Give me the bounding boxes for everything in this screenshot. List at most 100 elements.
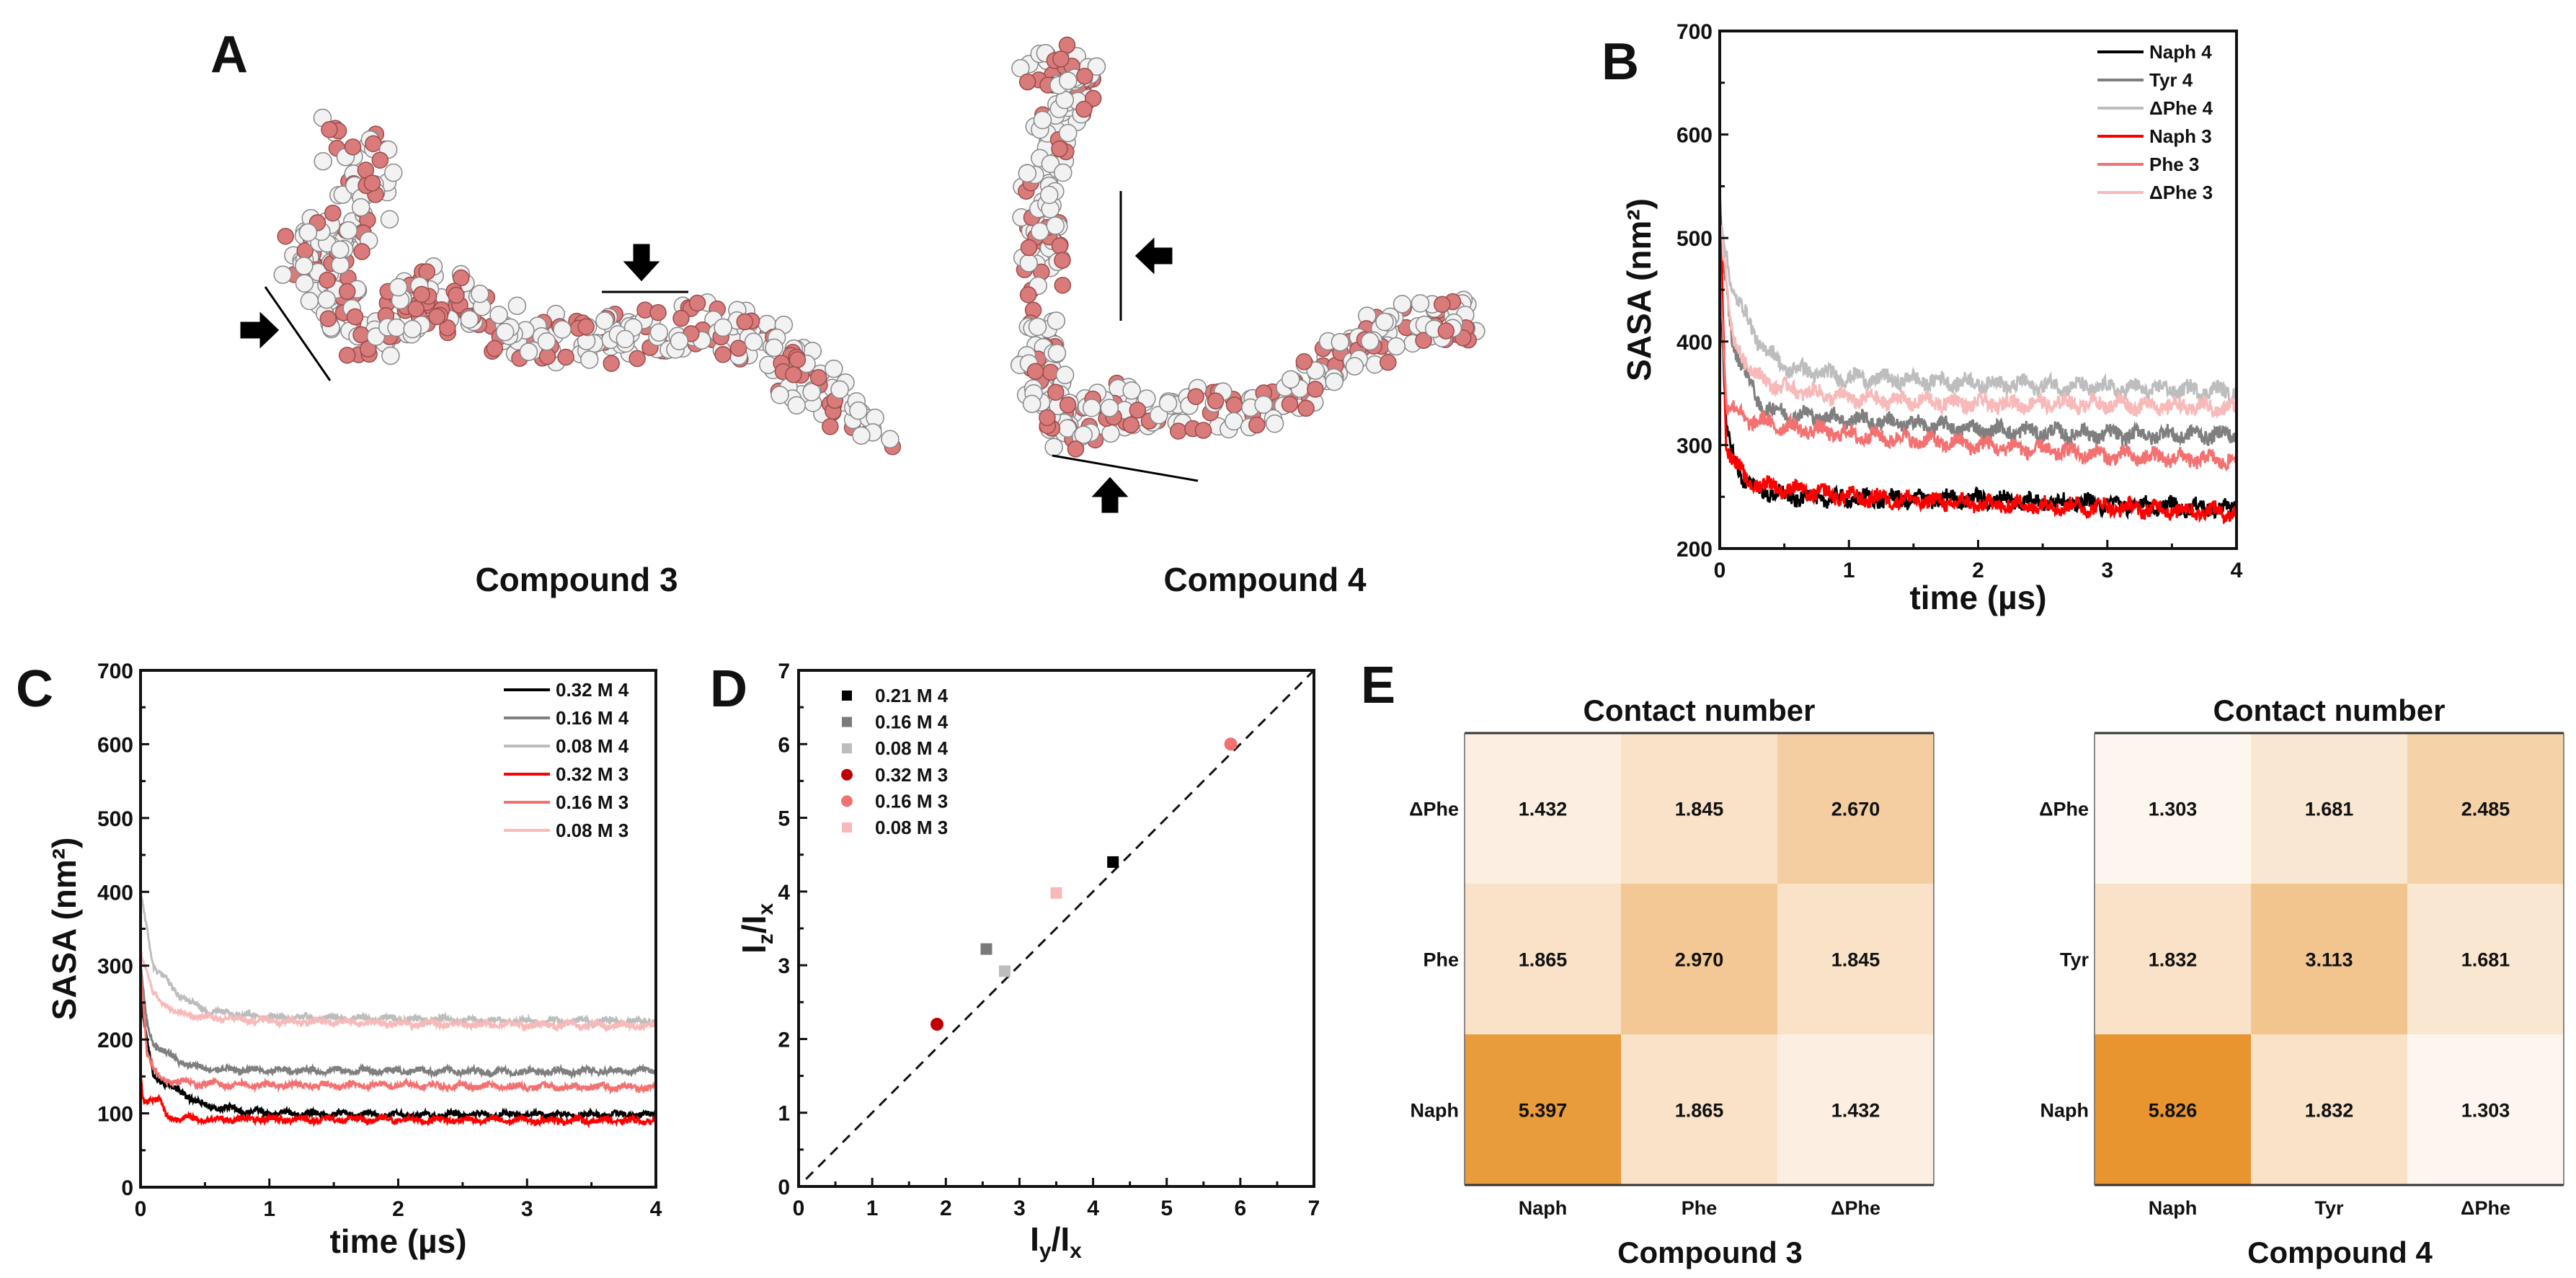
label-part: x	[1070, 1239, 1082, 1263]
legend-label: 0.32 M 4	[556, 679, 629, 701]
x-tick-label: 1	[263, 1197, 275, 1221]
oxygen-atom	[338, 347, 356, 364]
oxygen-atom	[1054, 252, 1071, 269]
legend-label: 0.08 M 4	[875, 737, 949, 759]
heatmap-cell-value: 1.681	[2461, 949, 2510, 971]
hydrogen-atom	[1101, 424, 1120, 443]
label-part: z	[754, 933, 778, 944]
y-tick-label: 7	[778, 660, 790, 683]
hydrogen-atom	[1041, 154, 1060, 174]
legend-label: Phe 3	[2149, 154, 2199, 175]
y-axis-label: SASA (nm²)	[1620, 198, 1658, 381]
label-part: I	[1030, 1220, 1039, 1258]
oxygen-atom	[729, 340, 747, 357]
x-tick-label: 0	[793, 1197, 805, 1220]
oxygen-atom	[1380, 353, 1397, 371]
hydrogen-atom	[295, 257, 314, 275]
x-tick-label: 0	[1714, 559, 1726, 582]
x-axis-label: time (µs)	[1909, 579, 2046, 616]
oxygen-atom	[1187, 388, 1204, 405]
y-tick-label: 0	[778, 1176, 790, 1199]
hydrogen-atom	[744, 332, 763, 352]
x-tick-label: 1	[866, 1197, 879, 1220]
heatmap-row-label: Naph	[1411, 1100, 1460, 1122]
hydrogen-atom	[1265, 414, 1284, 433]
oxygen-atom	[1281, 396, 1299, 413]
x-tick-label: 0	[135, 1197, 147, 1221]
hydrogen-atom	[1022, 394, 1041, 414]
oxygen-atom	[413, 285, 430, 303]
data-point	[980, 943, 992, 955]
data-point	[842, 743, 852, 754]
heatmap-cell	[1621, 1034, 1777, 1185]
x-tick-label: 3	[521, 1197, 533, 1221]
oxygen-atom	[1194, 422, 1212, 439]
oxygen-atom	[319, 310, 337, 327]
heatmap-cell-value: 5.826	[2149, 1100, 2198, 1122]
x-tick-label: 2	[940, 1197, 952, 1220]
hydrogen-atom	[580, 350, 599, 369]
data-point	[931, 1017, 944, 1031]
oxygen-atom	[809, 369, 827, 386]
oxygen-atom	[1054, 276, 1072, 294]
hydrogen-atom	[881, 430, 900, 449]
heatmap-cell-value: 1.303	[2461, 1100, 2510, 1122]
heatmap-cell	[2407, 1034, 2564, 1185]
heatmap-cell	[1465, 1034, 1621, 1185]
heatmap-cell-value: 1.432	[1831, 1100, 1880, 1122]
heatmap-cell	[2095, 733, 2251, 884]
compound-3-structure	[273, 108, 902, 456]
chart-b-sasa-by-residue: 0 1 2 3 4 200 300 400 500 600 700 time (µs) SASA (nm…	[1620, 20, 2243, 616]
heatmap-cell	[1777, 1034, 1934, 1185]
series-line	[1718, 224, 2238, 419]
oxygen-atom	[407, 300, 425, 318]
legend-label: 0.16 M 3	[875, 790, 948, 812]
hydrogen-atom	[495, 322, 515, 342]
hydrogen-atom	[1387, 337, 1406, 356]
x-tick-label: 4	[2231, 559, 2243, 582]
oxygen-atom	[439, 319, 456, 337]
y-tick-label: 200	[97, 1029, 133, 1052]
series-line	[139, 966, 657, 1080]
oxygen-atom	[1415, 332, 1432, 350]
oxygen-atom	[822, 418, 839, 435]
hydrogen-atom	[1047, 311, 1066, 330]
hydrogen-atom	[351, 198, 370, 217]
heatmap-cell	[2251, 733, 2407, 884]
oxygen-atom	[371, 151, 389, 169]
arrow-up-icon	[1091, 476, 1129, 513]
oxygen-atom	[486, 340, 504, 358]
arrow-left-icon	[1134, 237, 1173, 275]
heatmap-row-label: ΔPhe	[2039, 799, 2089, 820]
hydrogen-atom	[1411, 294, 1430, 313]
oxygen-atom	[1051, 237, 1069, 254]
y-tick-label: 200	[1676, 538, 1713, 562]
arrow-right-icon	[240, 311, 280, 349]
oxygen-atom	[365, 135, 382, 153]
oxygen-atom	[1067, 440, 1085, 458]
heatmap-cell	[1777, 884, 1934, 1034]
y-tick-label: 400	[1676, 331, 1713, 355]
y-tick-label: 700	[97, 660, 133, 683]
oxygen-atom	[1018, 73, 1036, 91]
oxygen-atom	[277, 228, 294, 245]
panel-label-e: E	[1361, 657, 1395, 714]
heatmap-cell	[2407, 733, 2564, 884]
heatmap-cell-value: 1.845	[1831, 949, 1880, 971]
hydrogen-atom	[787, 396, 806, 415]
hydrogen-atom	[1046, 216, 1065, 235]
oxygen-atom	[321, 121, 338, 138]
heatmap-cell	[2095, 1034, 2251, 1185]
aggregate-edge-line	[264, 286, 332, 381]
oxygen-atom	[1052, 50, 1070, 68]
oxygen-atom	[789, 351, 807, 368]
hydrogen-atom	[388, 278, 408, 297]
heatmap-x-axis-label: Compound 3	[1617, 1235, 1803, 1269]
hydrogen-atom	[1158, 394, 1178, 413]
legend-label: 0.16 M 4	[556, 707, 629, 729]
data-point	[842, 691, 852, 701]
aggregate-edge-line	[1052, 454, 1199, 482]
hydrogen-atom	[295, 274, 314, 293]
panel-label-d: D	[710, 660, 747, 718]
hydrogen-atom	[1225, 412, 1243, 431]
